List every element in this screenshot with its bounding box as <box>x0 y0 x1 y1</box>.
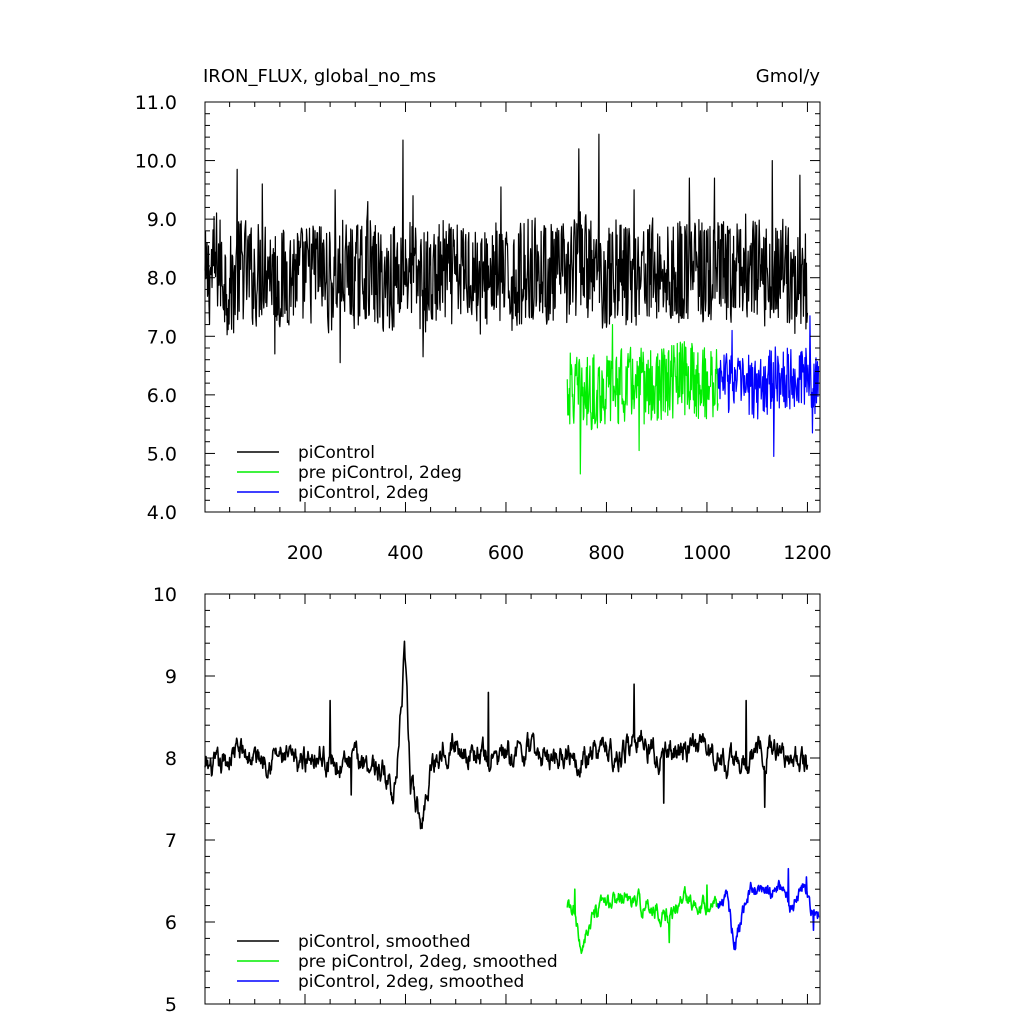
series-line <box>717 867 820 951</box>
x-axis-ticks: 200 400 600 800 1000 1200 <box>229 102 832 564</box>
y-tick-label: 6.0 <box>147 385 177 407</box>
y-tick-label: 7.0 <box>147 326 177 348</box>
plot-frame <box>204 593 821 1005</box>
legend-label: pre piControl, 2deg <box>298 463 462 483</box>
legend-label: pre piControl, 2deg, smoothed <box>298 952 558 972</box>
chart-title: IRON_FLUX, global_no_ms <box>203 66 436 87</box>
series-group <box>204 640 820 955</box>
y-tick-label: 8 <box>165 748 177 770</box>
legend-label: piControl, 2deg, smoothed <box>298 972 524 992</box>
x-tick-label: 400 <box>387 542 423 564</box>
legend-label: piControl <box>298 443 375 463</box>
y-tick-label: 5 <box>165 994 177 1016</box>
x-tick-label: 600 <box>488 542 524 564</box>
series-line <box>204 133 809 364</box>
y-axis-ticks: 4.0 5.0 6.0 7.0 8.0 9.0 10.0 11.0 <box>135 92 820 524</box>
y-tick-label: 10 <box>153 584 177 606</box>
y-tick-label: 4.0 <box>147 502 177 524</box>
y-tick-label: 9 <box>165 666 177 688</box>
series-line <box>566 884 719 955</box>
x-tick-label: 1000 <box>683 542 731 564</box>
x-tick-label: 200 <box>287 542 323 564</box>
y-tick-label: 7 <box>165 830 177 852</box>
series-line <box>566 323 719 475</box>
plot-frame <box>204 101 821 513</box>
x-tick-label: 1200 <box>783 542 831 564</box>
y-tick-label: 5.0 <box>147 443 177 465</box>
y-axis-ticks: 5 6 7 8 9 10 <box>153 584 820 1016</box>
x-tick-label: 800 <box>588 542 624 564</box>
y-tick-label: 11.0 <box>135 92 177 114</box>
top-panel: IRON_FLUX, global_no_ms Gmol/y 4.0 5.0 6.0… <box>135 66 832 564</box>
y-tick-label: 8.0 <box>147 268 177 290</box>
legend-label: piControl, 2deg <box>298 483 429 503</box>
series-group <box>204 133 820 475</box>
x-axis-ticks <box>229 594 808 1004</box>
units-label: Gmol/y <box>756 66 821 87</box>
legend-label: piControl, smoothed <box>298 932 471 952</box>
series-line <box>204 640 809 830</box>
y-tick-label: 10.0 <box>135 151 177 173</box>
series-line <box>717 315 820 457</box>
y-tick-label: 9.0 <box>147 209 177 231</box>
y-tick-label: 6 <box>165 912 177 934</box>
